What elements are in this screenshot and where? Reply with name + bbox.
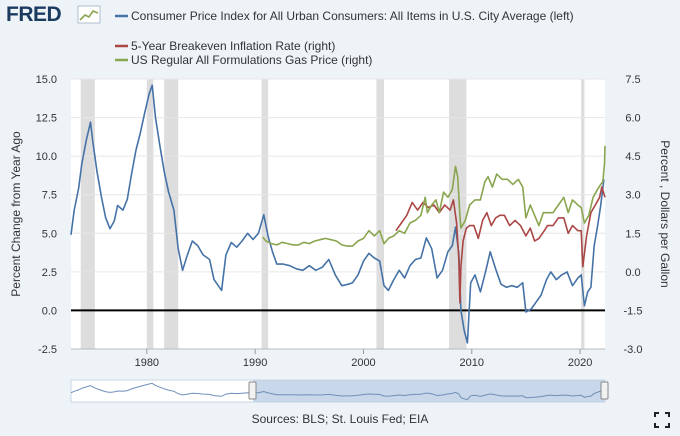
right-tick-label: 3.0 <box>625 190 640 202</box>
left-tick-label: 2.5 <box>42 267 57 279</box>
right-tick-label: 1.5 <box>625 228 640 240</box>
recession-band <box>164 79 179 349</box>
recession-band <box>376 79 385 349</box>
left-tick-label: 5.0 <box>42 228 57 240</box>
left-tick-label: 0.0 <box>42 305 57 317</box>
fred-logo[interactable]: FRED <box>6 3 101 26</box>
right-axis: 7.5 6.0 4.5 3.0 1.5 0.0 -1.5 -3.0 <box>624 74 643 356</box>
right-tick-label: -1.5 <box>624 305 643 317</box>
navigator-handle-right[interactable] <box>600 381 609 400</box>
x-tick-label: 1980 <box>135 357 159 369</box>
right-tick-label: 6.0 <box>625 113 640 125</box>
left-tick-label: 15.0 <box>36 74 57 86</box>
left-axis: 15.0 12.5 10.0 7.5 5.0 2.5 0.0 -2.5 <box>36 74 57 356</box>
recession-band <box>261 79 269 349</box>
recession-band <box>146 79 154 349</box>
navigator-selection[interactable] <box>253 380 605 402</box>
navigator[interactable] <box>70 379 609 403</box>
left-tick-label: 7.5 <box>42 190 57 202</box>
series-line-gas <box>262 145 606 247</box>
fullscreen-icon[interactable] <box>654 412 670 428</box>
recession-band <box>449 79 467 349</box>
x-tick-label: 2000 <box>351 357 375 369</box>
legend-label-gas: US Regular All Formulations Gas Price (r… <box>131 53 372 67</box>
fred-logo-text: FRED <box>6 3 62 26</box>
fred-logo-icon <box>77 5 101 24</box>
right-tick-label: 4.5 <box>625 151 640 163</box>
legend-label-cpi: Consumer Price Index for All Urban Consu… <box>131 9 574 23</box>
navigator-handle-left[interactable] <box>248 381 257 400</box>
left-tick-label: 10.0 <box>36 151 57 163</box>
recession-bands <box>80 79 585 349</box>
right-tick-label: 0.0 <box>625 267 640 279</box>
plot-area <box>71 79 605 349</box>
left-tick-label: -2.5 <box>38 344 57 356</box>
series-line-cpi <box>70 84 605 344</box>
right-tick-label: 7.5 <box>625 74 640 86</box>
x-axis: 1980 1990 2000 2010 2020 <box>71 348 605 369</box>
left-tick-label: 12.5 <box>36 113 57 125</box>
y-axis-left-title: Percent Change from Year Ago <box>9 131 23 297</box>
navigator-series <box>70 382 605 401</box>
y-axis-right-title: Percent , Dollars per Gallon <box>658 140 672 287</box>
legend-label-breakeven: 5-Year Breakeven Inflation Rate (right) <box>131 39 335 53</box>
recession-band <box>80 79 95 349</box>
x-tick-label: 2020 <box>568 357 592 369</box>
series-lines <box>70 84 606 344</box>
sources-text: Sources: BLS; St. Louis Fed; EIA <box>251 412 429 426</box>
right-tick-label: -3.0 <box>624 344 643 356</box>
legend: Consumer Price Index for All Urban Consu… <box>115 9 574 67</box>
x-tick-label: 1990 <box>243 357 267 369</box>
x-tick-label: 2010 <box>460 357 484 369</box>
